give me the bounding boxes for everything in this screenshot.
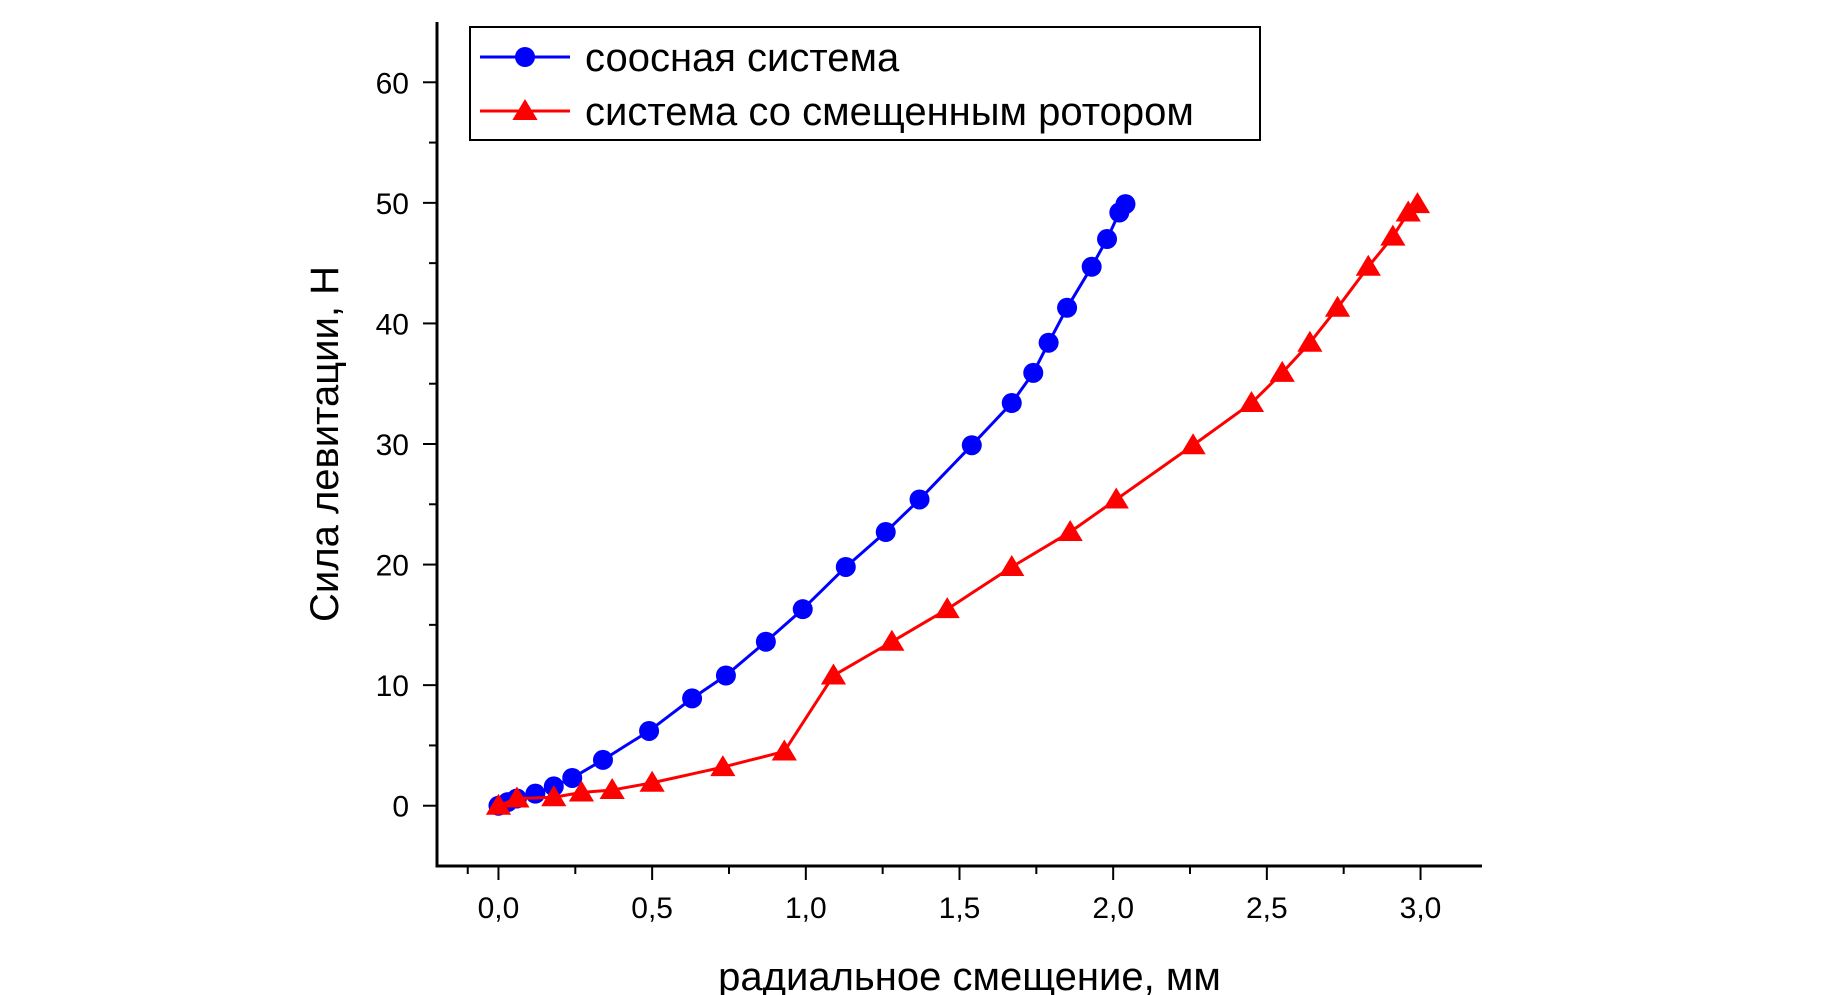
data-point-displaced-rotor xyxy=(1238,391,1265,413)
y-tick-label: 60 xyxy=(376,67,409,100)
x-axis-title: радиальное смещение, мм xyxy=(718,955,1221,995)
data-point-displaced-rotor xyxy=(1404,192,1431,214)
series-layer xyxy=(485,192,1431,816)
data-point-displaced-rotor xyxy=(485,793,512,815)
data-point-coaxial xyxy=(875,522,896,543)
data-point-displaced-rotor xyxy=(1180,433,1206,455)
data-point-displaced-rotor xyxy=(710,755,736,777)
x-tick-label: 0,5 xyxy=(631,892,673,925)
data-point-coaxial xyxy=(835,556,856,577)
data-point-displaced-rotor xyxy=(1057,520,1083,542)
data-point-displaced-rotor xyxy=(879,629,905,651)
series-line-coaxial xyxy=(497,203,1127,808)
y-tick-label: 20 xyxy=(376,550,409,583)
data-point-coaxial xyxy=(1038,332,1059,353)
legend: соосная система система со смещенным рот… xyxy=(469,26,1261,141)
data-point-coaxial xyxy=(909,489,930,510)
data-point-displaced-rotor xyxy=(820,663,847,685)
data-point-coaxial xyxy=(592,749,613,770)
data-point-displaced-rotor xyxy=(1380,224,1406,246)
data-point-coaxial xyxy=(639,720,660,741)
legend-label-displaced-rotor: система со смещенным ротором xyxy=(585,90,1194,134)
x-tick-label: 3,0 xyxy=(1400,892,1442,925)
y-tick-label: 50 xyxy=(376,188,409,221)
legend-label-coaxial: соосная система xyxy=(585,36,900,80)
data-point-displaced-rotor xyxy=(1297,330,1323,352)
data-point-displaced-rotor xyxy=(568,780,595,802)
data-point-displaced-rotor xyxy=(771,739,797,761)
y-tick-label: 40 xyxy=(376,308,409,341)
y-tick-label: 10 xyxy=(376,670,409,703)
data-point-coaxial xyxy=(1115,194,1136,215)
data-point-displaced-rotor xyxy=(541,785,567,807)
y-tick-label: 0 xyxy=(392,791,409,824)
x-ticks: 0,0 0,5 1,0 1,5 2,0 2,5 3,0 xyxy=(466,866,1442,925)
x-tick-label: 2,0 xyxy=(1092,892,1134,925)
y-axis-title: Сила левитации, Н xyxy=(303,266,347,622)
data-point-coaxial xyxy=(715,665,736,686)
data-point-displaced-rotor xyxy=(999,554,1025,576)
data-point-displaced-rotor xyxy=(1355,254,1381,276)
y-tick-label: 30 xyxy=(376,429,409,462)
legend-marker-coaxial xyxy=(515,47,535,67)
data-point-coaxial xyxy=(1001,393,1022,414)
data-point-coaxial xyxy=(1097,229,1118,250)
x-tick-label: 0,0 xyxy=(478,892,520,925)
data-point-displaced-rotor xyxy=(934,597,960,619)
data-point-coaxial xyxy=(1023,362,1044,383)
data-point-coaxial xyxy=(562,767,583,788)
data-point-displaced-rotor xyxy=(1269,360,1295,382)
data-point-displaced-rotor xyxy=(504,786,530,808)
data-point-displaced-rotor xyxy=(639,770,665,792)
data-point-coaxial xyxy=(755,631,776,652)
x-tick-label: 1,0 xyxy=(785,892,827,925)
data-point-displaced-rotor xyxy=(1103,487,1129,509)
x-tick-label: 2,5 xyxy=(1246,892,1288,925)
data-point-coaxial xyxy=(961,435,982,456)
x-tick-label: 1,5 xyxy=(939,892,981,925)
y-ticks: 0 10 20 30 40 50 60 xyxy=(376,67,437,824)
data-point-coaxial xyxy=(792,599,813,620)
data-point-coaxial xyxy=(1057,297,1078,318)
legend-marker-displaced-rotor xyxy=(512,99,538,120)
data-point-coaxial xyxy=(1081,256,1102,277)
legend-box xyxy=(469,26,1261,141)
data-point-displaced-rotor xyxy=(1324,295,1351,317)
series-line-displaced-rotor xyxy=(497,202,1419,808)
data-point-coaxial xyxy=(525,783,546,804)
data-point-displaced-rotor xyxy=(599,778,625,800)
data-point-coaxial xyxy=(682,688,703,709)
